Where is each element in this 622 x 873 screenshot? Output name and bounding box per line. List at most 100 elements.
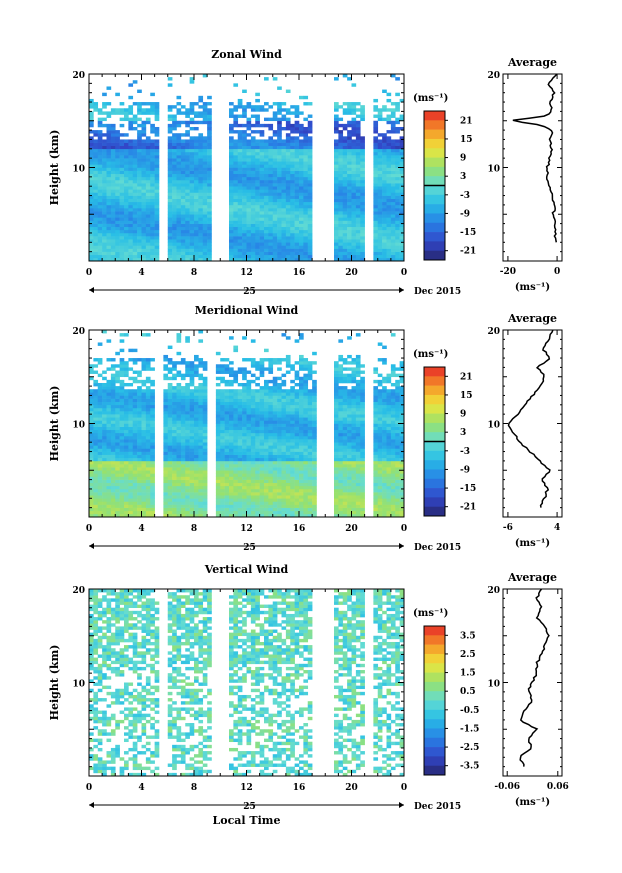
date-label: 25 bbox=[243, 802, 256, 812]
colorbar-segment bbox=[424, 469, 445, 480]
colorbar-segment bbox=[424, 367, 445, 377]
colorbar-segment bbox=[424, 404, 445, 414]
profile-y-tick-label: 20 bbox=[487, 327, 500, 337]
colorbar: 21 15 9 3 -3 -9 -15 -21 (ms⁻¹) bbox=[413, 93, 476, 261]
profile-line bbox=[512, 73, 558, 243]
chart-title: Vertical Wind bbox=[204, 563, 289, 576]
month-label: Dec 2015 bbox=[414, 802, 461, 812]
colorbar-segment bbox=[424, 756, 445, 766]
profile-title: Average bbox=[507, 571, 557, 584]
date-axis-arrow-left bbox=[89, 543, 94, 549]
heatmap-cells bbox=[89, 330, 405, 518]
profile-y-tick-label: 20 bbox=[487, 71, 500, 81]
chart-title: Meridional Wind bbox=[195, 304, 299, 317]
x-tick-label: 0 bbox=[401, 524, 407, 534]
profile-unit: (ms⁻¹) bbox=[515, 538, 550, 549]
panel-2: Meridional Wind 0 4 8 12 16 20 0 20 10 Height (km)… bbox=[48, 304, 563, 553]
colorbar-segment bbox=[424, 441, 445, 452]
colorbar-label: 9 bbox=[460, 410, 466, 420]
profile-x-tick-label: -0.06 bbox=[494, 782, 520, 792]
colorbar-segment bbox=[424, 176, 445, 186]
profile-y-tick-label: 10 bbox=[487, 680, 500, 690]
colorbar-segment bbox=[424, 506, 445, 517]
colorbar-segment bbox=[424, 737, 445, 748]
date-label: 25 bbox=[243, 543, 256, 553]
colorbar-segment bbox=[424, 213, 445, 224]
x-tick-label: 8 bbox=[191, 524, 197, 534]
y-tick-label: 10 bbox=[72, 680, 85, 690]
colorbar-segment bbox=[424, 241, 445, 251]
colorbar-label: 15 bbox=[460, 391, 473, 401]
y-axis-label: Height (km) bbox=[48, 386, 61, 462]
profile-x-tick-label: -20 bbox=[500, 267, 516, 277]
profile-x-tick-label: 4 bbox=[554, 523, 560, 533]
x-tick-label: 8 bbox=[191, 268, 197, 278]
x-tick-label: 12 bbox=[240, 268, 253, 278]
profile-frame bbox=[502, 329, 563, 518]
profile-title: Average bbox=[507, 56, 557, 69]
colorbar-segment bbox=[424, 728, 445, 739]
colorbar-segment bbox=[424, 138, 445, 149]
x-tick-label: 16 bbox=[293, 268, 306, 278]
x-axis-label: Local Time bbox=[213, 814, 281, 827]
colorbar-segment bbox=[424, 194, 445, 205]
colorbar-segment bbox=[424, 681, 445, 692]
profile-x-tick-label: 0 bbox=[554, 267, 560, 277]
colorbar-segment bbox=[424, 413, 445, 424]
profile-x-tick-label: -6 bbox=[503, 523, 513, 533]
colorbar-segment bbox=[424, 222, 445, 233]
colorbar-unit: (ms⁻¹) bbox=[413, 349, 448, 360]
x-tick-label: 0 bbox=[401, 783, 407, 793]
profile-x-tick-label: 0.06 bbox=[547, 782, 569, 792]
colorbar: 3.5 2.5 1.5 0.5 -0.5 -1.5 -2.5 -3.5 (ms⁻¹) bbox=[413, 608, 479, 776]
colorbar-segment bbox=[424, 691, 445, 701]
colorbar-label: -3 bbox=[460, 191, 470, 201]
colorbar-segment bbox=[424, 672, 445, 683]
date-axis-arrow-left bbox=[89, 802, 94, 808]
colorbar-label: 3 bbox=[460, 428, 466, 438]
y-tick-label: 20 bbox=[72, 327, 85, 337]
colorbar-segment bbox=[424, 111, 445, 121]
x-tick-label: 12 bbox=[240, 783, 253, 793]
colorbar-segment bbox=[424, 232, 445, 242]
date-axis-arrow-left bbox=[89, 287, 94, 293]
x-tick-label: 0 bbox=[86, 783, 92, 793]
colorbar-segment bbox=[424, 765, 445, 776]
profile-frame bbox=[502, 73, 563, 262]
profile-unit: (ms⁻¹) bbox=[515, 282, 550, 293]
x-tick-label: 4 bbox=[138, 268, 144, 278]
colorbar-segment bbox=[424, 422, 445, 433]
profile-line bbox=[507, 329, 554, 508]
colorbar-label: -21 bbox=[460, 247, 476, 257]
colorbar-segment bbox=[424, 488, 445, 498]
x-tick-label: 12 bbox=[240, 524, 253, 534]
colorbar-unit: (ms⁻¹) bbox=[413, 93, 448, 104]
colorbar-label: 21 bbox=[460, 372, 473, 382]
colorbar-unit: (ms⁻¹) bbox=[413, 608, 448, 619]
x-tick-label: 0 bbox=[86, 524, 92, 534]
x-tick-label: 20 bbox=[345, 524, 358, 534]
chart-title: Zonal Wind bbox=[211, 48, 282, 61]
colorbar-segment bbox=[424, 385, 445, 396]
y-axis-label: Height (km) bbox=[48, 130, 61, 206]
panel-3: Vertical Wind 0 4 8 12 16 20 0 20 10 Height (km) 25… bbox=[48, 563, 569, 827]
x-tick-label: 16 bbox=[293, 783, 306, 793]
x-tick-label: 20 bbox=[345, 783, 358, 793]
colorbar-label: 9 bbox=[460, 154, 466, 164]
x-tick-label: 20 bbox=[345, 268, 358, 278]
colorbar-segment bbox=[424, 166, 445, 177]
y-axis-label: Height (km) bbox=[48, 645, 61, 721]
colorbar-segment bbox=[424, 460, 445, 470]
y-tick-label: 10 bbox=[72, 165, 85, 175]
colorbar-segment bbox=[424, 709, 445, 720]
y-tick-label: 20 bbox=[72, 586, 85, 596]
profile-unit: (ms⁻¹) bbox=[515, 797, 550, 808]
date-axis-arrow-right bbox=[399, 802, 404, 808]
y-tick-label: 10 bbox=[72, 421, 85, 431]
colorbar-label: -0.5 bbox=[460, 706, 479, 716]
colorbar-label: 3 bbox=[460, 172, 466, 182]
colorbar-segment bbox=[424, 626, 445, 636]
colorbar-segment bbox=[424, 450, 445, 461]
colorbar-label: 21 bbox=[460, 116, 473, 126]
profile-line bbox=[519, 588, 550, 767]
